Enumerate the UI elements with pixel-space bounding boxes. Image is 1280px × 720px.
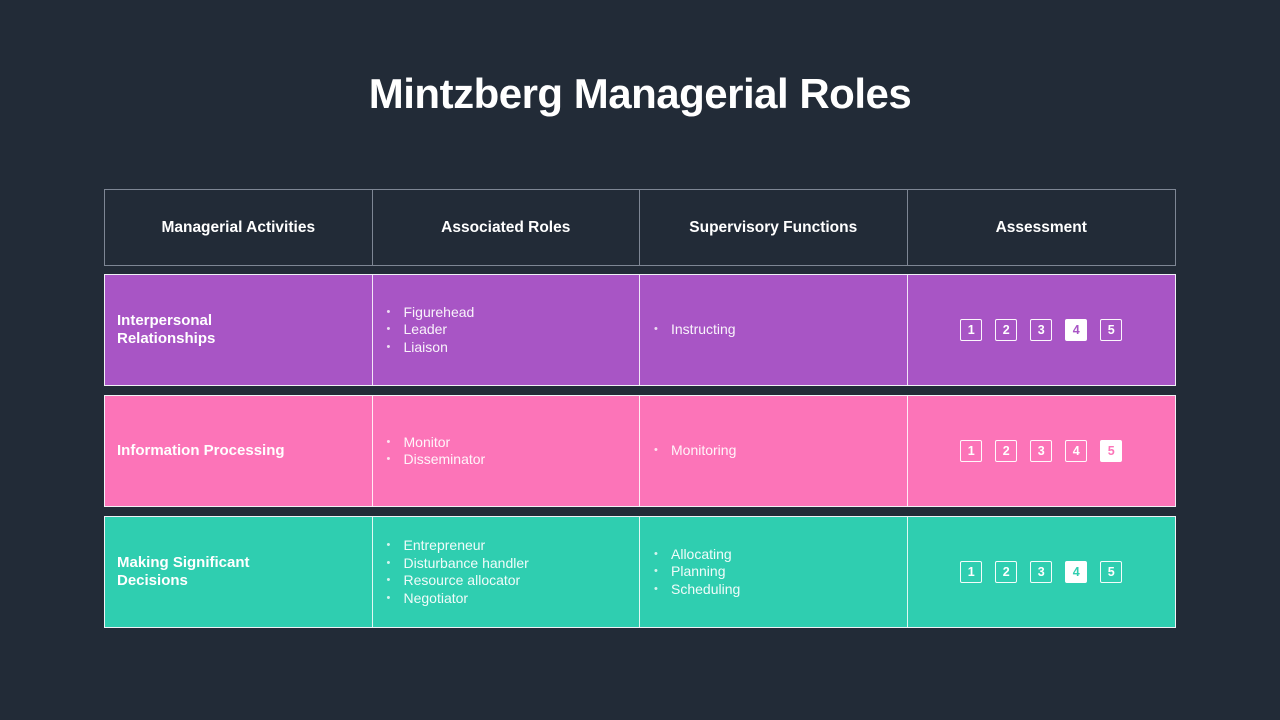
table-row-information: Information Processing MonitorDisseminat… (104, 395, 1176, 507)
activity-cell: Interpersonal Relationships (105, 275, 373, 385)
rating-box[interactable]: 5 (1100, 319, 1123, 341)
page-title: Mintzberg Managerial Roles (368, 70, 912, 117)
header-supervisory-functions: Supervisory Functions (640, 190, 908, 265)
list-item: Scheduling (654, 581, 740, 599)
functions-cell: Instructing (640, 275, 908, 385)
functions-cell: AllocatingPlanningScheduling (640, 517, 908, 627)
list-item: Monitor (387, 434, 486, 452)
list-item: Allocating (654, 546, 740, 564)
list-item: Instructing (654, 321, 736, 339)
header-assessment: Assessment (995, 218, 1087, 236)
roles-cell: MonitorDisseminator (373, 396, 640, 506)
list-item: Liaison (387, 339, 475, 357)
rating-box[interactable]: 1 (960, 319, 983, 341)
activity-cell: Making Significant Decisions (105, 517, 373, 627)
activity-label: Interpersonal Relationships (117, 312, 216, 347)
rating-box[interactable]: 1 (960, 561, 983, 583)
roles-list: EntrepreneurDisturbance handlerResource … (373, 537, 537, 607)
list-item: Leader (387, 321, 475, 339)
roles-list: FigureheadLeaderLiaison (373, 304, 483, 357)
roles-cell: EntrepreneurDisturbance handlerResource … (373, 517, 640, 627)
functions-list: Instructing (640, 321, 744, 339)
table-row-interpersonal: Interpersonal Relationships FigureheadLe… (104, 274, 1176, 386)
list-item: Figurehead (387, 304, 475, 322)
list-item: Resource allocator (387, 572, 529, 590)
list-item: Negotiator (387, 590, 529, 608)
rating-box[interactable]: 2 (995, 561, 1018, 583)
rating-box-selected[interactable]: 5 (1100, 440, 1123, 462)
activity-cell: Information Processing (105, 396, 373, 506)
list-item: Entrepreneur (387, 537, 529, 555)
rating-box[interactable]: 1 (960, 440, 983, 462)
list-item: Disseminator (387, 451, 486, 469)
list-item: Disturbance handler (387, 555, 529, 573)
rating-box[interactable]: 2 (995, 319, 1018, 341)
functions-list: AllocatingPlanningScheduling (640, 546, 748, 599)
list-item: Planning (654, 563, 740, 581)
header-associated-roles: Associated Roles (373, 190, 640, 265)
roles-cell: FigureheadLeaderLiaison (373, 275, 640, 385)
list-item: Monitoring (654, 442, 736, 460)
rating-box[interactable]: 3 (1030, 440, 1053, 462)
roles-list: MonitorDisseminator (373, 434, 494, 469)
functions-cell: Monitoring (640, 396, 908, 506)
rating-box[interactable]: 3 (1030, 319, 1053, 341)
table-row-decisions: Making Significant Decisions Entrepreneu… (104, 516, 1176, 628)
functions-list: Monitoring (640, 442, 744, 460)
rating-box[interactable]: 3 (1030, 561, 1053, 583)
rating-box[interactable]: 5 (1100, 561, 1123, 583)
rating-box[interactable]: 4 (1065, 440, 1088, 462)
roles-table: Managerial Activities Associated Roles S… (104, 189, 1176, 628)
rating-box[interactable]: 2 (995, 440, 1018, 462)
table-header-row: Managerial Activities Associated Roles S… (104, 189, 1176, 266)
rating-box-selected[interactable]: 4 (1065, 561, 1088, 583)
activity-label: Information Processing (117, 442, 285, 459)
rating-box-selected[interactable]: 4 (1065, 319, 1088, 341)
header-managerial-activities: Managerial Activities (105, 190, 373, 265)
activity-label: Making Significant Decisions (117, 554, 250, 589)
